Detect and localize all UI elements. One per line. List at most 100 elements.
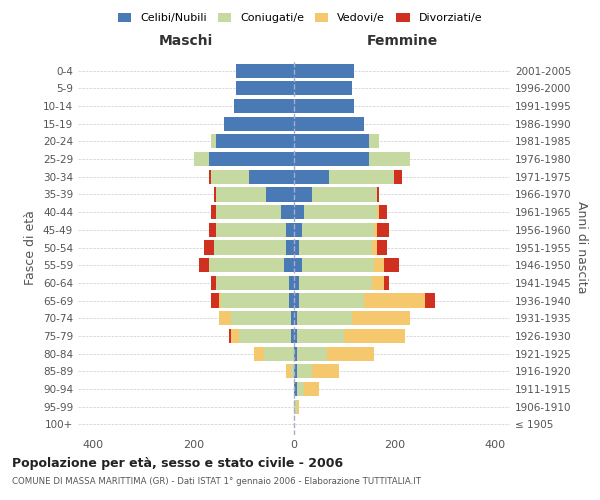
Bar: [372, 276, 385, 290]
Bar: [286, 364, 292, 378]
Bar: [294, 205, 304, 219]
Bar: [296, 400, 299, 414]
Bar: [377, 205, 379, 219]
Bar: [292, 329, 294, 343]
Bar: [216, 222, 286, 237]
Bar: [294, 240, 299, 254]
Bar: [234, 99, 294, 113]
Bar: [229, 329, 231, 343]
Bar: [218, 294, 221, 308]
Bar: [296, 346, 326, 360]
Bar: [292, 364, 294, 378]
Bar: [294, 276, 299, 290]
Y-axis label: Fasce di età: Fasce di età: [25, 210, 37, 285]
Bar: [209, 152, 294, 166]
Bar: [296, 364, 311, 378]
Bar: [296, 329, 344, 343]
Bar: [236, 64, 294, 78]
Bar: [352, 311, 410, 326]
Bar: [216, 188, 266, 202]
Bar: [294, 329, 296, 343]
Legend: Celibi/Nubili, Coniugati/e, Vedovi/e, Divorziati/e: Celibi/Nubili, Coniugati/e, Vedovi/e, Di…: [113, 8, 487, 28]
Bar: [299, 240, 372, 254]
Bar: [214, 240, 286, 254]
Bar: [286, 222, 294, 237]
Bar: [231, 311, 292, 326]
Bar: [294, 258, 302, 272]
Bar: [379, 205, 387, 219]
Bar: [294, 382, 296, 396]
Bar: [296, 311, 352, 326]
Bar: [211, 276, 216, 290]
Bar: [294, 64, 354, 78]
Bar: [216, 276, 289, 290]
Bar: [385, 258, 400, 272]
Bar: [216, 205, 281, 219]
Bar: [292, 311, 294, 326]
Bar: [211, 294, 218, 308]
Bar: [370, 134, 379, 148]
Bar: [194, 152, 209, 166]
Y-axis label: Anni di nascita: Anni di nascita: [575, 201, 588, 294]
Bar: [294, 346, 296, 360]
Bar: [304, 205, 377, 219]
Bar: [374, 222, 377, 237]
Bar: [211, 205, 216, 219]
Bar: [199, 258, 209, 272]
Bar: [209, 170, 211, 184]
Text: Maschi: Maschi: [159, 34, 213, 48]
Bar: [302, 258, 374, 272]
Bar: [231, 329, 239, 343]
Bar: [294, 152, 370, 166]
Bar: [284, 258, 294, 272]
Bar: [299, 276, 372, 290]
Bar: [239, 329, 292, 343]
Bar: [294, 116, 364, 131]
Bar: [286, 240, 294, 254]
Bar: [377, 240, 387, 254]
Bar: [294, 170, 329, 184]
Bar: [214, 188, 216, 202]
Bar: [299, 294, 364, 308]
Bar: [311, 188, 377, 202]
Bar: [326, 346, 374, 360]
Bar: [372, 240, 377, 254]
Bar: [203, 240, 214, 254]
Bar: [364, 294, 425, 308]
Bar: [294, 311, 296, 326]
Text: Popolazione per età, sesso e stato civile - 2006: Popolazione per età, sesso e stato civil…: [12, 458, 343, 470]
Bar: [224, 116, 294, 131]
Bar: [394, 170, 402, 184]
Bar: [374, 258, 385, 272]
Bar: [294, 134, 370, 148]
Bar: [294, 188, 311, 202]
Bar: [249, 170, 294, 184]
Bar: [264, 346, 294, 360]
Text: COMUNE DI MASSA MARITTIMA (GR) - Dati ISTAT 1° gennaio 2006 - Elaborazione TUTTI: COMUNE DI MASSA MARITTIMA (GR) - Dati IS…: [12, 478, 421, 486]
Bar: [296, 382, 304, 396]
Bar: [266, 188, 294, 202]
Bar: [377, 222, 389, 237]
Bar: [294, 364, 296, 378]
Bar: [294, 222, 302, 237]
Bar: [294, 99, 354, 113]
Bar: [302, 222, 374, 237]
Bar: [294, 400, 296, 414]
Bar: [218, 311, 231, 326]
Bar: [254, 346, 264, 360]
Bar: [211, 134, 216, 148]
Bar: [385, 276, 389, 290]
Bar: [216, 134, 294, 148]
Bar: [294, 81, 352, 96]
Bar: [370, 152, 410, 166]
Bar: [289, 294, 294, 308]
Bar: [294, 294, 299, 308]
Bar: [289, 276, 294, 290]
Bar: [425, 294, 434, 308]
Bar: [329, 170, 394, 184]
Bar: [304, 382, 319, 396]
Bar: [377, 188, 379, 202]
Bar: [344, 329, 404, 343]
Bar: [209, 222, 216, 237]
Text: Femmine: Femmine: [367, 34, 437, 48]
